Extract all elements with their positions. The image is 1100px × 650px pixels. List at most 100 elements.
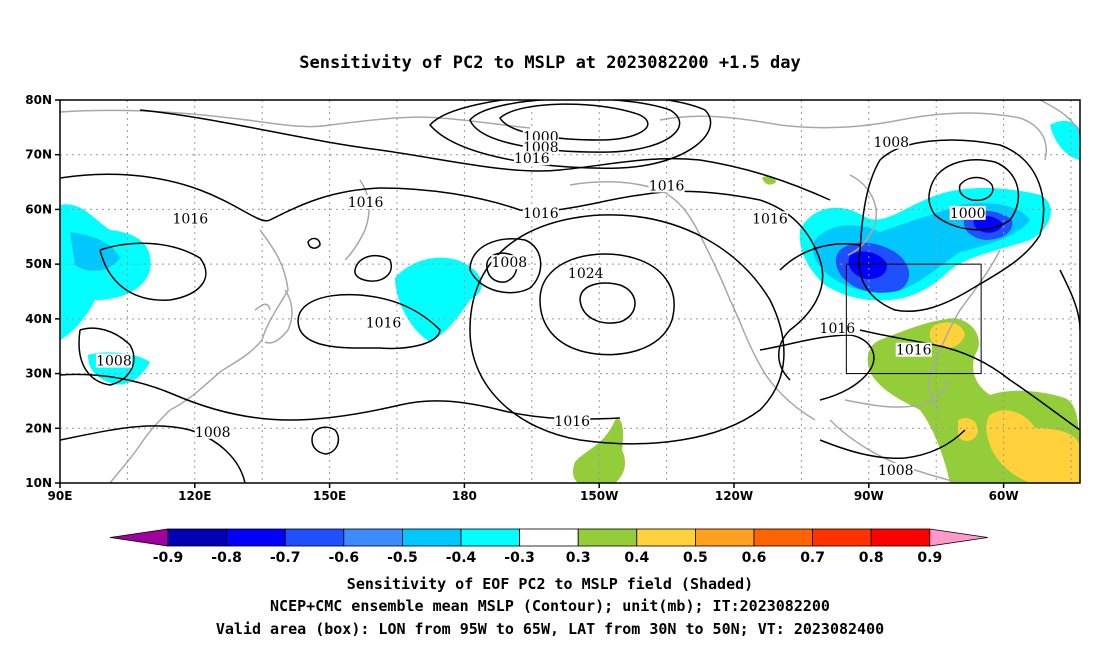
colorbar-swatch	[519, 528, 579, 547]
contour-label: 1016	[348, 195, 384, 211]
contour-label: 1008	[195, 425, 231, 441]
contour-1008-south-asia	[60, 425, 246, 483]
lon-tick-label: 60W	[989, 489, 1019, 503]
lat-tick-label: 20N	[25, 421, 52, 435]
longitude-axis: 90E 120E 150E 180 150W 120W 90W 60W	[48, 483, 1019, 503]
contour-label-bg	[554, 413, 591, 428]
contour-label-bg	[751, 211, 788, 226]
colorbar-swatch	[870, 528, 931, 547]
contour-1008-aleutian-inner	[486, 252, 518, 283]
colorbar: -0.9 -0.8 -0.7 -0.6 -0.5 -0.4 -0.3 0.3 0.4 0.5 0.6…	[109, 528, 988, 566]
mslp-contours	[60, 100, 1080, 483]
colorbar-swatch	[401, 528, 462, 547]
colorbar-swatch	[226, 528, 286, 547]
lat-tick-label: 40N	[25, 312, 52, 326]
lat-tick-label: 10N	[25, 476, 52, 490]
colorbar-end-left	[109, 528, 169, 547]
contour-label-bg	[365, 315, 402, 330]
contour-label-bg	[522, 129, 559, 144]
contour-label: 1008	[878, 463, 914, 479]
colorbar-label: 0.7	[800, 550, 825, 566]
lon-tick-label: 150W	[580, 489, 618, 503]
contour-1000-labrador	[928, 159, 1020, 231]
colorbar-label: -0.3	[504, 550, 535, 566]
contour-label: 1016	[752, 211, 788, 227]
coastline-east-asia	[109, 229, 289, 483]
contour-label-bg	[873, 134, 910, 149]
contour-1016-small-ring-2	[307, 237, 321, 249]
contour-1008-south-na	[819, 429, 966, 460]
lon-tick-label: 90E	[48, 489, 73, 503]
coastline-kamchatka	[344, 179, 370, 261]
contour-label-bg	[895, 342, 932, 357]
contour-label-bg	[522, 140, 559, 155]
lat-tick-label: 70N	[25, 148, 52, 162]
colorbar-label: -0.5	[387, 550, 418, 566]
contour-label: 1024	[568, 266, 604, 282]
contour-label: 1008	[96, 354, 132, 370]
valid-area-box	[845, 263, 982, 375]
caption-line-3: Valid area (box): LON from 95W to 65W, L…	[216, 620, 884, 638]
colorbar-label: 0.6	[742, 550, 767, 566]
contour-1008-china	[78, 327, 135, 386]
contour-label: 1016	[172, 211, 208, 227]
colorbar-swatch	[167, 528, 227, 547]
colorbar-swatch	[636, 528, 696, 547]
contour-label-bg	[194, 424, 231, 439]
coastline-hudson	[847, 174, 877, 256]
lat-tick-label: 80N	[25, 93, 52, 107]
contour-label-bg	[877, 463, 914, 478]
contour-label-bg	[491, 255, 528, 270]
colorbar-swatch	[753, 528, 813, 547]
coastline-alaska	[569, 180, 816, 421]
shade-cyan-greenland	[1050, 120, 1080, 160]
colorbar-label: 0.8	[859, 550, 884, 566]
contour-label-bg	[522, 205, 559, 220]
contour-label: 1016	[820, 321, 856, 337]
contour-label: 1016	[649, 179, 685, 195]
colorbar-end-right	[929, 528, 988, 547]
map-title: Sensitivity of PC2 to MSLP at 2023082200…	[299, 53, 801, 73]
map-frame	[59, 99, 1081, 484]
lon-tick-label: 120E	[178, 489, 211, 503]
contour-1024-high-inner	[579, 282, 636, 324]
colorbar-label: 0.9	[917, 550, 942, 566]
colorbar-swatch	[460, 528, 520, 547]
colorbar-label: -0.6	[328, 550, 359, 566]
contour-label-bg	[347, 194, 384, 209]
contour-1008-na	[858, 139, 1045, 313]
contour-label: 1016	[514, 151, 550, 167]
contour-label-bg	[95, 353, 132, 368]
shade-darkblue-labrador	[973, 216, 1003, 233]
contour-label-bg	[513, 151, 550, 166]
contour-1008-tibet	[99, 242, 207, 301]
colorbar-swatch	[577, 528, 638, 547]
contour-1008-labrador-inner	[958, 176, 994, 202]
lat-tick-label: 50N	[25, 257, 52, 271]
colorbar-label: -0.7	[270, 550, 301, 566]
coastline-east-coast	[928, 249, 1001, 411]
contour-1008-aleutian	[469, 238, 542, 294]
contour-label: 1008	[873, 135, 909, 151]
contour-label-bg	[567, 266, 604, 281]
contour-1016-gulf	[759, 334, 875, 401]
coastline-north-america	[659, 112, 1047, 161]
colorbar-label: 0.3	[566, 550, 591, 566]
colorbar-label: 0.4	[624, 550, 649, 566]
contour-1016-na-west	[759, 199, 824, 381]
colorbar-swatch	[284, 528, 345, 547]
contour-label: 1008	[492, 255, 528, 271]
colorbar-swatch	[695, 528, 755, 547]
contour-1024-high	[539, 253, 675, 356]
lon-tick-label: 90W	[854, 489, 884, 503]
coastline-korea-japan	[254, 289, 293, 344]
colorbar-swatch	[343, 528, 403, 547]
contour-1016-west	[60, 373, 621, 421]
contour-1016-north	[60, 173, 761, 222]
shade-green-pacific-south	[573, 419, 626, 483]
contour-label: 1016	[554, 414, 590, 430]
colorbar-label: -0.9	[153, 550, 184, 566]
shade-cyan-pacific	[395, 257, 482, 342]
lat-tick-label: 60N	[25, 202, 52, 216]
